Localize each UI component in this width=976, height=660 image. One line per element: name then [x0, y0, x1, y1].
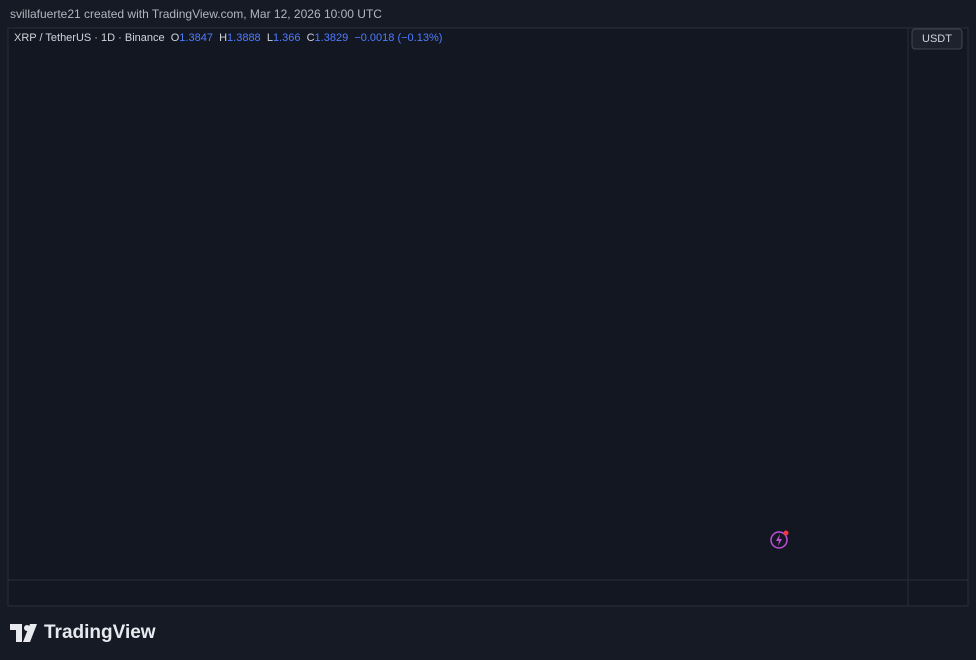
attribution: svillafuerte21 created with TradingView.… [10, 7, 382, 21]
l-value: 1.366 [272, 32, 301, 44]
o-value: 1.3847 [179, 32, 213, 44]
o-label: O [170, 32, 180, 44]
brand: TradingView [44, 622, 156, 643]
legend-line: XRP / TetherUS · 1D · Binance O1.3847 H1… [14, 32, 442, 44]
change: −0.0018 (−0.13%) [354, 32, 443, 44]
h-label: H [219, 32, 228, 44]
currency: USDT [922, 33, 952, 45]
alert-dot [783, 530, 789, 536]
logo-mark [10, 624, 37, 642]
currency-button[interactable] [911, 28, 963, 50]
c-label: C [306, 32, 315, 44]
alert-bolt [776, 534, 782, 546]
alert-icon[interactable] [770, 531, 788, 549]
symbol: XRP / TetherUS · 1D · Binance [14, 32, 165, 44]
l-label: L [266, 32, 273, 44]
h-value: 1.3888 [227, 32, 261, 44]
c-value: 1.3829 [314, 32, 349, 44]
chart-frame [7, 27, 969, 607]
footer-logo: TradingView [10, 622, 156, 644]
